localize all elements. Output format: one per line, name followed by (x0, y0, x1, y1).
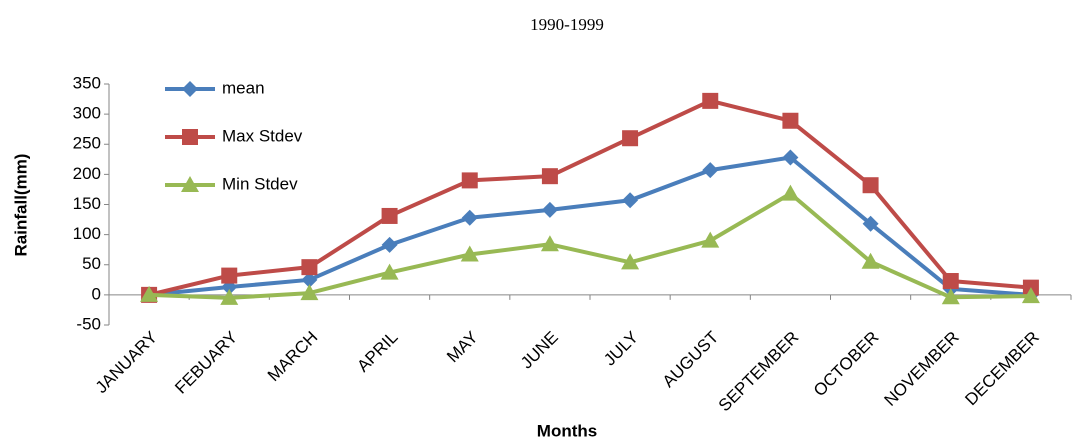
marker (861, 252, 880, 269)
marker (782, 149, 799, 166)
y-tick-label: 250 (73, 134, 101, 153)
y-tick-label: 100 (73, 224, 101, 243)
marker (301, 259, 318, 276)
marker (702, 162, 719, 179)
marker (381, 236, 398, 253)
x-tick-label: NOVEMBER (881, 328, 963, 410)
chart-title: 1990-1999 (530, 15, 604, 34)
series-line (149, 191, 1031, 300)
marker (541, 201, 558, 218)
marker (622, 130, 639, 147)
marker (862, 215, 879, 232)
marker (221, 267, 238, 284)
x-tick-label: JULY (600, 328, 642, 370)
x-tick-label: MARCH (264, 328, 322, 386)
y-tick-label: -50 (76, 314, 101, 333)
x-axis-title: Months (537, 421, 597, 440)
y-tick-label: 350 (73, 73, 101, 92)
y-tick-label: 50 (82, 254, 101, 273)
x-tick-label: FEBUARY (171, 328, 241, 398)
y-tick-label: 300 (73, 104, 101, 123)
marker (381, 207, 398, 224)
marker (540, 235, 559, 252)
marker (621, 253, 640, 270)
marker (622, 192, 639, 209)
series-line (148, 155, 1032, 297)
marker (942, 273, 959, 290)
marker (461, 209, 478, 226)
y-axis-title: Rainfall(mm) (11, 154, 30, 257)
marker (460, 245, 479, 262)
marker (701, 231, 720, 248)
legend-label: Max Stdev (222, 126, 303, 145)
y-tick-label: 150 (73, 194, 101, 213)
marker (1021, 287, 1040, 304)
marker (380, 263, 399, 280)
legend-label: Min Stdev (222, 174, 298, 193)
marker (461, 172, 478, 189)
y-tick-label: 0 (92, 284, 101, 303)
x-tick-label: MAY (443, 328, 482, 367)
marker (702, 92, 719, 109)
legend-label: mean (222, 78, 265, 97)
x-tick-label: OCTOBER (810, 328, 883, 401)
x-tick-label: AUGUST (659, 328, 723, 392)
x-tick-label: SEPTEMBER (715, 328, 803, 416)
marker (140, 285, 159, 302)
marker (300, 284, 319, 301)
marker (182, 81, 198, 97)
x-tick-label: JANUARY (92, 328, 161, 397)
marker (862, 177, 879, 194)
marker (782, 112, 799, 129)
series-line (148, 98, 1032, 297)
x-tick-label: APRIL (353, 328, 401, 376)
marker (941, 288, 960, 305)
marker (781, 184, 800, 201)
y-tick-label: 200 (73, 164, 101, 183)
marker (182, 129, 198, 145)
x-tick-label: JUNE (517, 328, 562, 373)
marker (181, 176, 199, 192)
x-tick-label: DECEMBER (961, 328, 1043, 410)
marker (301, 271, 318, 288)
marker (541, 168, 558, 185)
marker (220, 288, 239, 305)
